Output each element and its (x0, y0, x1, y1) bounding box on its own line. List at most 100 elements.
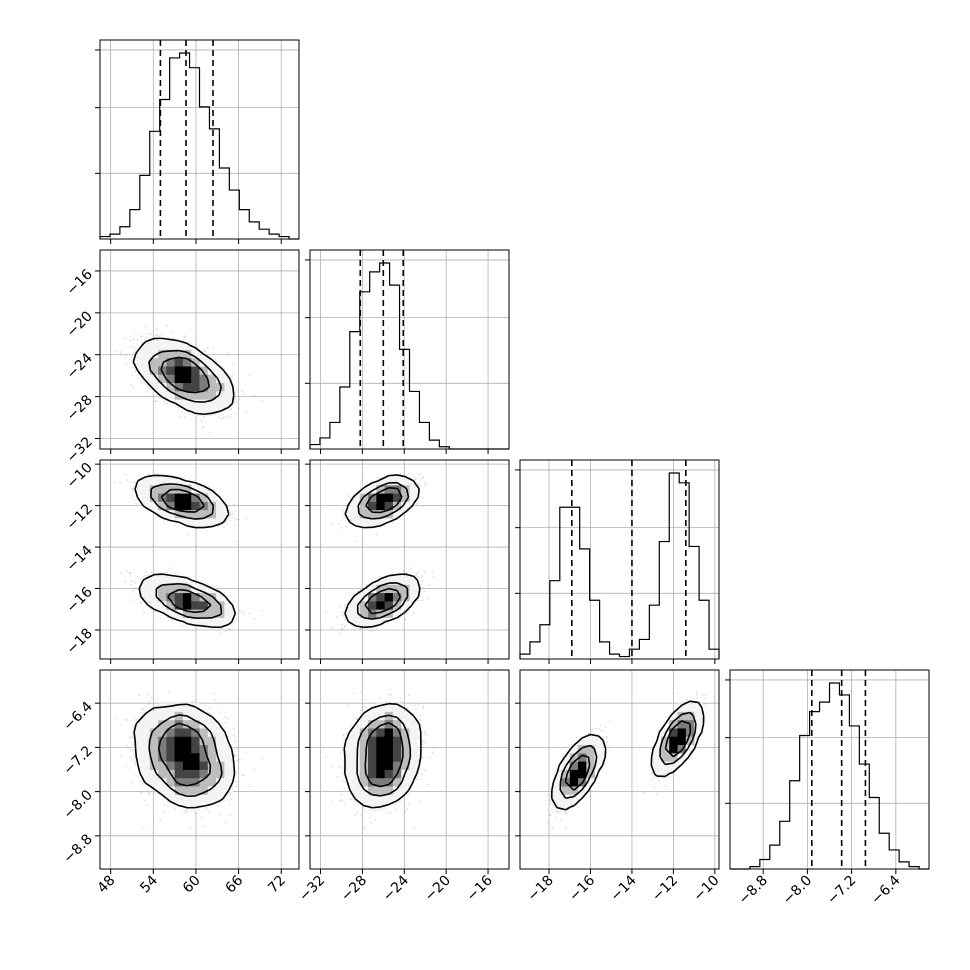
sample-point (343, 626, 346, 629)
sample-point (201, 426, 204, 429)
sample-point (238, 407, 240, 410)
sample-point (138, 472, 141, 475)
sample-point (421, 575, 424, 577)
density-cell (191, 374, 200, 384)
sample-point (233, 401, 236, 404)
sample-point (126, 354, 128, 357)
sample-point (418, 576, 420, 579)
density-cell (376, 501, 386, 511)
sample-point (422, 476, 425, 479)
density-cell (174, 592, 184, 602)
sample-point (131, 374, 134, 377)
sample-point (176, 408, 179, 411)
density-cell (149, 600, 159, 610)
sample-point (242, 613, 245, 615)
sample-point (417, 571, 419, 574)
sample-point (155, 334, 158, 337)
pair-panel-2-3 (309, 459, 510, 660)
sample-point (130, 583, 133, 586)
sample-point (134, 582, 137, 585)
sample-point (330, 522, 333, 525)
sample-point (410, 567, 412, 570)
contour-segment (388, 513, 392, 516)
contour-segment (346, 505, 349, 509)
contour-segment (219, 384, 222, 388)
sample-point (235, 401, 238, 403)
sample-point (233, 516, 235, 519)
sample-point (131, 345, 134, 348)
sample-point (421, 579, 423, 582)
sample-point (136, 576, 139, 579)
sample-point (260, 609, 263, 612)
contour-segment (162, 483, 171, 486)
contour-segment (187, 391, 196, 394)
contour-segment (160, 365, 163, 371)
contour-segment (361, 487, 365, 490)
density-cell (207, 617, 217, 627)
sample-point (181, 625, 184, 628)
sample-point (356, 540, 358, 543)
sample-point (120, 351, 122, 353)
contour-segment (170, 519, 179, 523)
sample-point (154, 400, 157, 403)
sample-point (423, 571, 426, 573)
sample-point (154, 339, 156, 342)
contour-segment (397, 573, 406, 576)
density-cell (182, 592, 192, 602)
sample-point (413, 612, 415, 615)
sample-point (245, 410, 248, 413)
sample-point (119, 353, 122, 356)
contour-segment (219, 605, 223, 614)
density-cell (409, 592, 419, 602)
sample-point (140, 335, 143, 337)
sample-point (359, 481, 362, 484)
sample-point (417, 481, 420, 484)
sample-point (415, 572, 418, 575)
contour-segment (160, 495, 163, 498)
sample-point (120, 571, 122, 574)
contour-segment (227, 376, 231, 380)
sample-point (234, 398, 237, 401)
sample-point (232, 503, 235, 506)
sample-point (184, 335, 187, 338)
sample-point (156, 339, 159, 342)
sample-point (146, 510, 149, 512)
density-cell (216, 399, 225, 408)
sample-point (164, 402, 167, 404)
contour-segment (405, 573, 414, 578)
contour-segment (378, 478, 381, 482)
sample-point (228, 628, 231, 631)
pair-panel-1-2 (99, 249, 300, 450)
sample-point (344, 624, 347, 627)
sample-point (172, 330, 175, 333)
contour-segment (178, 583, 188, 586)
sample-point (137, 377, 139, 379)
contour-segment (203, 625, 213, 628)
sample-point (126, 570, 128, 572)
sample-point (124, 337, 127, 340)
contour-segment (186, 409, 192, 413)
sample-point (145, 571, 147, 574)
sample-point (245, 751, 248, 754)
y-tick-label: −20 (64, 308, 96, 340)
sample-point (132, 338, 135, 340)
contour-segment (195, 412, 204, 416)
density-cell (224, 609, 234, 618)
contour-segment (363, 587, 366, 590)
sample-point (208, 485, 210, 488)
sample-point (409, 483, 412, 485)
sample-point (161, 333, 163, 335)
density-cell (216, 509, 225, 519)
sample-point (212, 346, 215, 349)
sample-point (221, 417, 224, 419)
contour-segment (385, 619, 389, 623)
sample-point (422, 586, 425, 589)
sample-point (426, 597, 429, 600)
sample-point (114, 350, 116, 353)
sample-point (131, 363, 134, 365)
sample-point (253, 618, 256, 620)
sample-point (159, 617, 162, 620)
sample-point (135, 502, 137, 505)
sample-point (253, 394, 256, 397)
sample-point (132, 387, 135, 390)
